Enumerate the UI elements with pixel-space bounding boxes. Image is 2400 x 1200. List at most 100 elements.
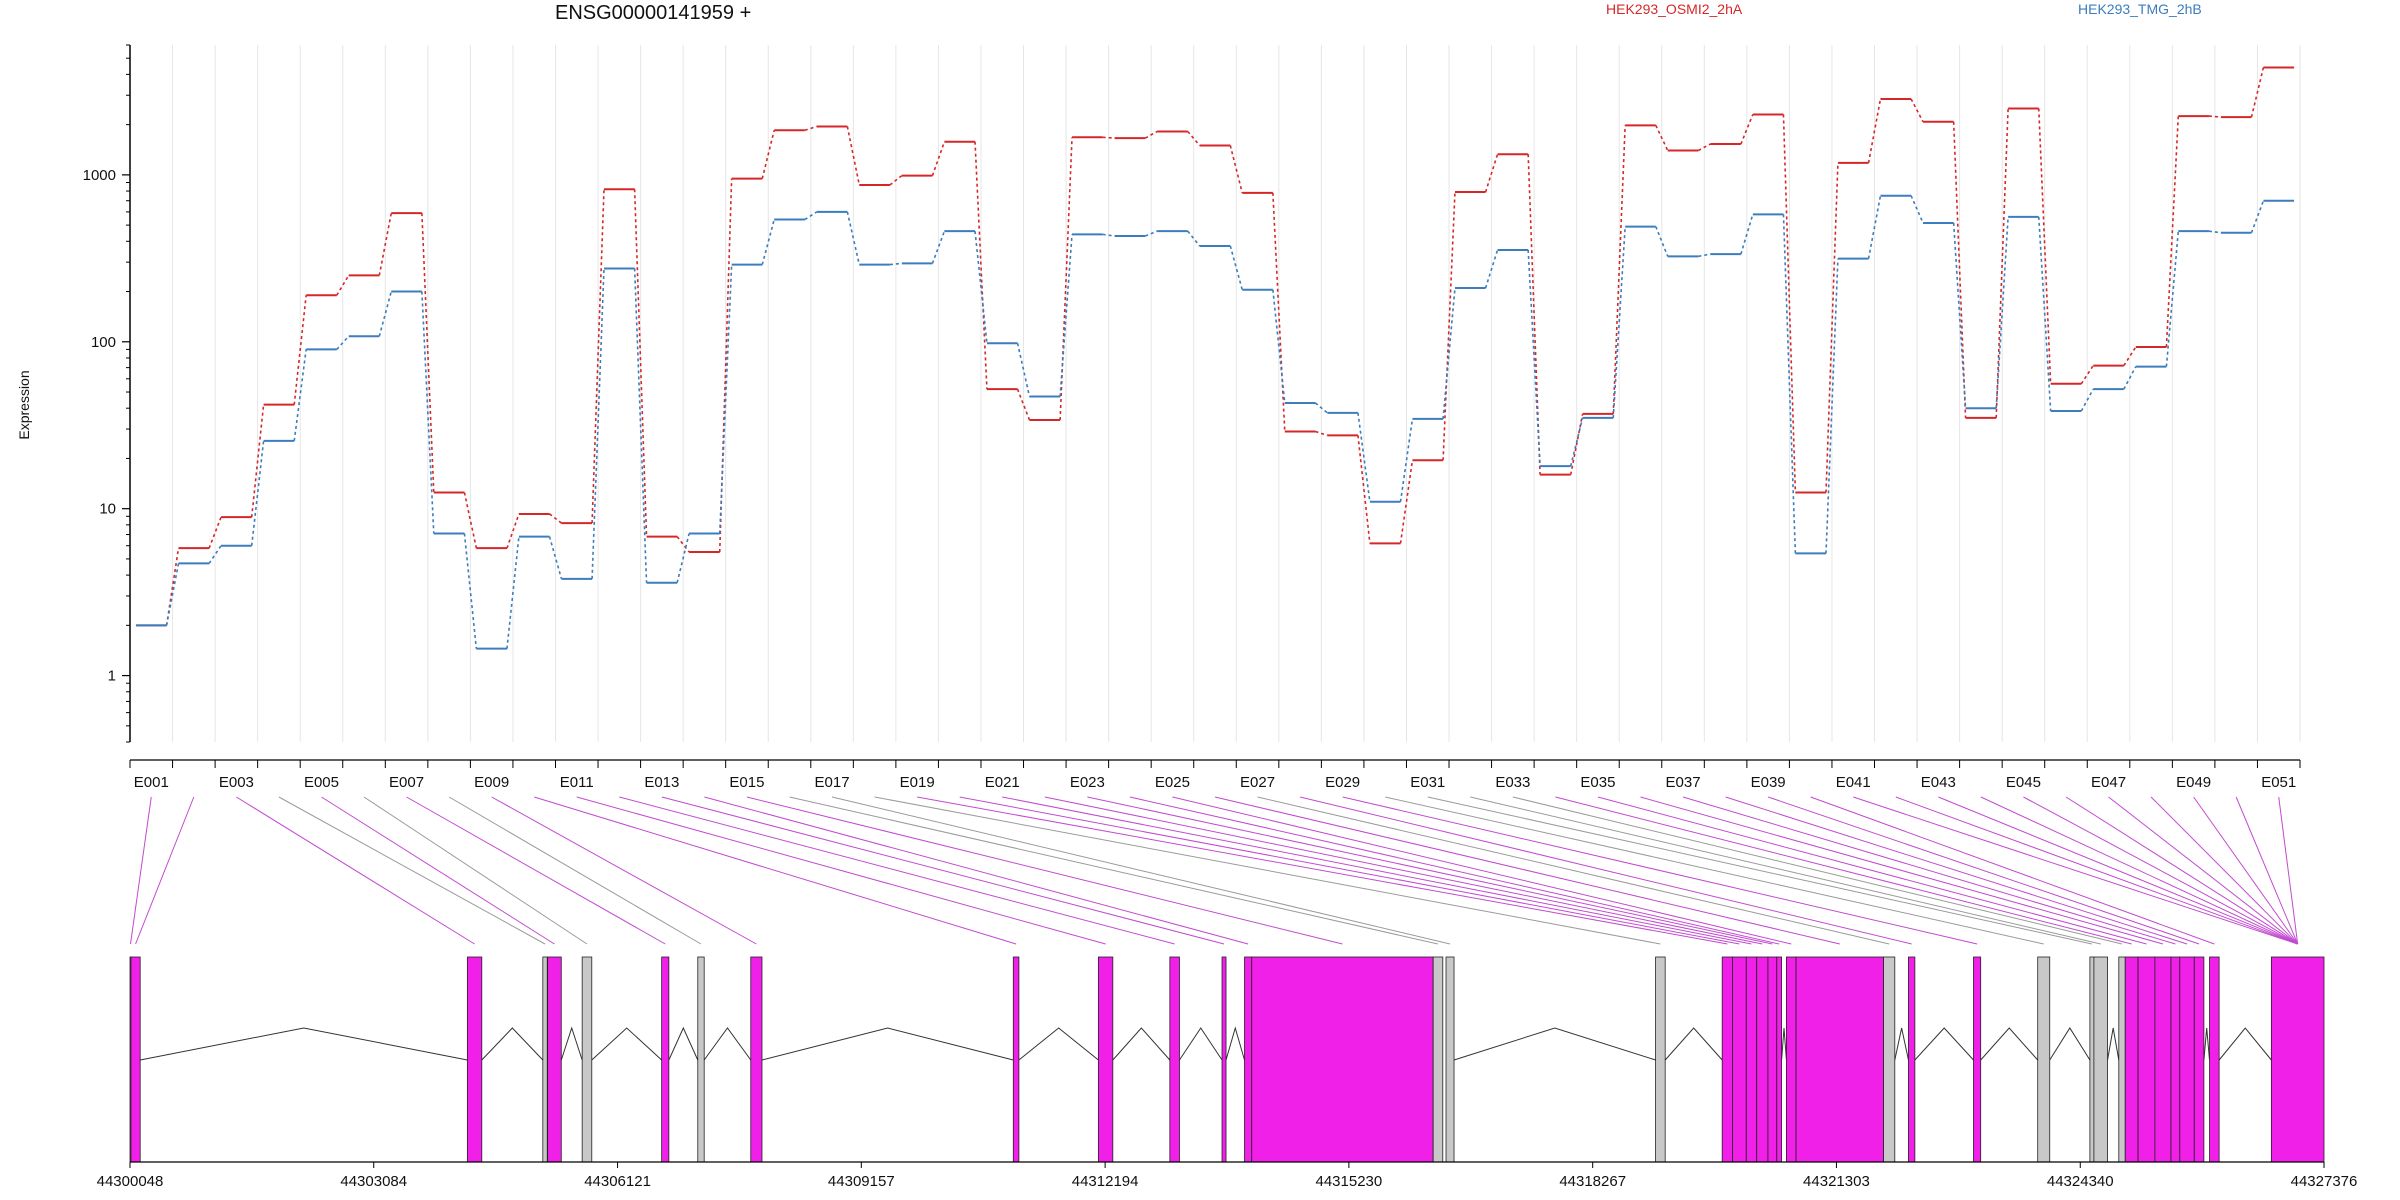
x-tick-label: E045 [2006, 774, 2041, 791]
exon-block [1012, 956, 1020, 1163]
gene-model [129, 956, 2325, 1163]
exon-connector-line [661, 796, 1225, 945]
series-connector [1655, 226, 1669, 257]
x-tick-label: E029 [1325, 774, 1360, 791]
series-connector [463, 533, 478, 649]
intron [2203, 1027, 2211, 1061]
series-connector [2165, 116, 2180, 348]
intron [1112, 1027, 1171, 1061]
exon-block [2137, 956, 2156, 1163]
series-connector [2037, 216, 2052, 412]
exon-block [130, 956, 141, 1163]
series-connector [1910, 98, 1924, 123]
series-connector [1102, 136, 1115, 139]
x-tick-label: E023 [1070, 774, 1105, 791]
series-connector [506, 536, 520, 649]
x-tick-label: E033 [1495, 774, 1530, 791]
exon-block [1221, 956, 1227, 1163]
intron [1781, 1027, 1787, 1061]
series-connector [1995, 108, 2009, 418]
x-axis-exons: E001 E003 E005 E007 E009 E011 E013 E015 E017 E019… [129, 759, 2301, 791]
y-axis-label: Expression [16, 370, 32, 440]
exon-block [1786, 956, 1797, 1163]
legend-entry-osmi2: HEK293_OSMI2_2hA [1606, 1, 1743, 17]
exon-block [2118, 956, 2126, 1163]
series-connector [2165, 231, 2180, 367]
series-connector [1740, 214, 1754, 255]
exon-block [547, 956, 562, 1163]
exon-connector-line [746, 796, 1343, 945]
exon-connector-line [2193, 796, 2299, 945]
x-tick-label: E047 [2091, 774, 2126, 791]
series-connector [1229, 145, 1244, 194]
exon-connector-line [1299, 796, 1912, 945]
series-connector [676, 533, 690, 583]
series-connector [250, 404, 265, 518]
x-tick-label: E017 [815, 774, 850, 791]
intron [1018, 1027, 1099, 1061]
series-connector [336, 335, 350, 350]
series-connector [889, 174, 903, 186]
series-connector [1102, 233, 1115, 237]
series-connector [1697, 143, 1711, 152]
exon-connector-line [1214, 796, 1840, 945]
series-connector [1484, 249, 1499, 289]
series-connector [548, 536, 563, 580]
exon-connector-line [1044, 796, 1763, 945]
exon-connector-line [959, 796, 1740, 945]
series-connector [1698, 253, 1711, 258]
exon-connector-line [363, 796, 588, 945]
coord-tick-label: 44321303 [1803, 1173, 1870, 1190]
exon-connector-line [448, 796, 702, 945]
series-connector [974, 141, 988, 390]
exon-connector-line [135, 796, 195, 945]
coord-tick-label: 44327376 [2291, 1173, 2358, 1190]
exon-block [1655, 956, 1666, 1163]
exon-block [2089, 956, 2095, 1163]
exon-connector-line [491, 796, 757, 945]
coord-tick-label: 44306121 [584, 1173, 651, 1190]
intron [2218, 1027, 2272, 1061]
series-connector [718, 264, 733, 534]
exon-block [542, 956, 548, 1163]
x-tick-label: E015 [729, 774, 764, 791]
exon-connector-line [619, 796, 1175, 945]
exon-block [1908, 956, 1916, 1163]
exon-connector-line [1853, 796, 2298, 945]
intron [1179, 1027, 1223, 1061]
x-tick-label: E039 [1751, 774, 1786, 791]
series-connector [1825, 258, 1839, 554]
x-tick-label: E005 [304, 774, 339, 791]
exon-connector-line [789, 796, 1439, 945]
x-tick-label: E001 [134, 774, 169, 791]
y-tick-label: 100 [91, 334, 116, 351]
series-connector [1442, 287, 1456, 419]
exon-connector-line [917, 796, 1728, 945]
exon-connector-line [576, 796, 1106, 945]
coord-tick-label: 44309157 [828, 1173, 895, 1190]
exon-connector-line [1767, 796, 2200, 945]
series-connector [2123, 366, 2137, 390]
coord-tick-label: 44315230 [1315, 1173, 1382, 1190]
series-osmi2 [135, 66, 2295, 627]
exon-block [1445, 956, 1455, 1163]
series-connector [633, 268, 648, 583]
exon-block [2170, 956, 2181, 1163]
series-connector [1357, 412, 1371, 502]
x-tick-label: E043 [1921, 774, 1956, 791]
series-connector [1272, 192, 1286, 432]
exon-block [1732, 956, 1747, 1163]
gridlines [129, 45, 2301, 742]
series-connector [1272, 289, 1286, 404]
intron [2049, 1027, 2091, 1061]
series-connector [506, 513, 520, 549]
exon-block [750, 956, 763, 1163]
series-connector [378, 212, 393, 276]
exon-connector-line [1002, 796, 1752, 945]
series-connector [1569, 417, 1584, 467]
exon-connector-line [1597, 796, 2147, 945]
x-tick-label: E011 [560, 774, 594, 791]
exon-connector-line [278, 796, 546, 945]
series-connector [761, 219, 775, 265]
